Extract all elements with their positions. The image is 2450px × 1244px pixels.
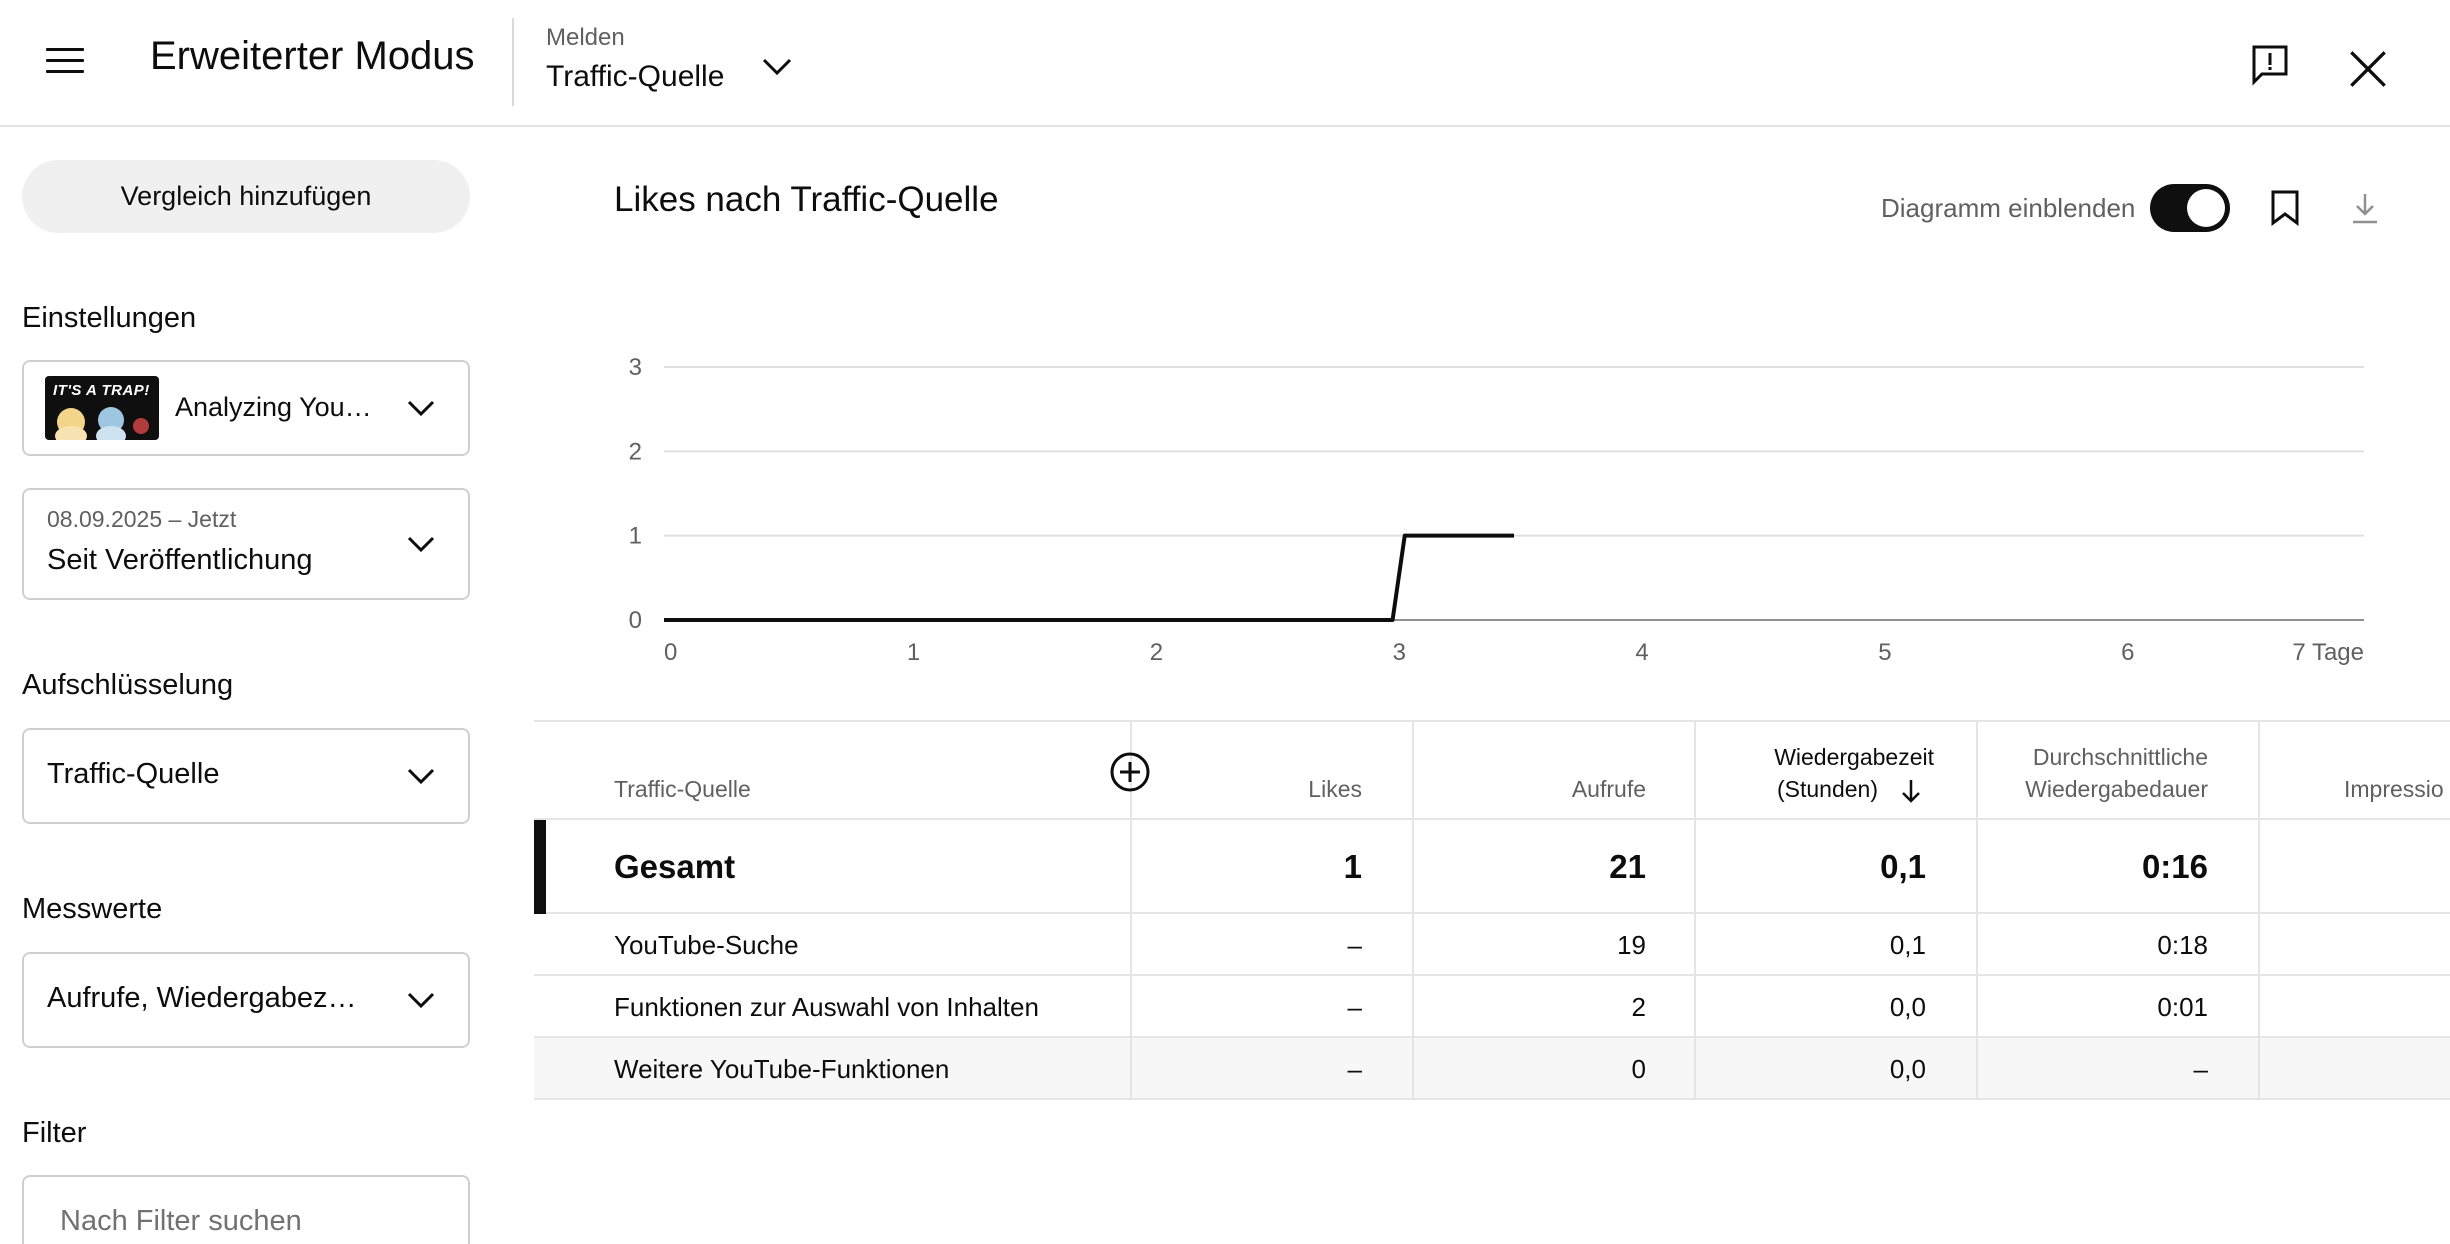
row-watch-time: 0,1 bbox=[1889, 930, 1926, 960]
row-average-view-duration: – bbox=[2193, 1054, 2208, 1084]
date-range-label: 08.09.2025 – Jetzt bbox=[47, 506, 237, 532]
row-views: 19 bbox=[1617, 930, 1646, 960]
series-line bbox=[664, 533, 1514, 622]
column-header-watch-time[interactable]: Wiedergabezeit (Stunden) bbox=[1696, 722, 1978, 818]
video-thumbnail: IT'S A TRAP! bbox=[45, 376, 159, 440]
x-tick-label: 7 Tage bbox=[2292, 639, 2364, 666]
filter-label: Filter bbox=[22, 1117, 87, 1149]
report-picker-value: Traffic-Quelle bbox=[546, 60, 725, 93]
row-views: 0 bbox=[1631, 1054, 1646, 1084]
toggle-knob bbox=[2187, 189, 2225, 227]
chart-title: Likes nach Traffic-Quelle bbox=[614, 180, 999, 219]
x-tick-label: 0 bbox=[664, 639, 677, 666]
report-picker-label: Melden bbox=[546, 24, 625, 51]
settings-label: Einstellungen bbox=[22, 302, 197, 334]
sidebar: Vergleich hinzufügen Einstellungen IT'S … bbox=[0, 127, 490, 1244]
y-tick-label: 2 bbox=[629, 438, 642, 465]
y-tick-label: 0 bbox=[629, 607, 642, 634]
row-average-view-duration: 0:01 bbox=[2157, 992, 2208, 1022]
table-header-row: Traffic-Quelle Likes Aufrufe Wiedergabez… bbox=[534, 720, 2450, 820]
breakdown-select-value: Traffic-Quelle bbox=[47, 758, 220, 790]
x-tick-label: 3 bbox=[1393, 639, 1406, 666]
video-select[interactable]: IT'S A TRAP! Analyzing You… bbox=[22, 360, 470, 456]
date-range-select[interactable]: 08.09.2025 – Jetzt Seit Veröffentlichung bbox=[22, 488, 470, 600]
metrics-select-value: Aufrufe, Wiedergabez… bbox=[47, 982, 357, 1014]
row-likes: – bbox=[1347, 992, 1362, 1022]
data-table: Traffic-Quelle Likes Aufrufe Wiedergabez… bbox=[534, 720, 2450, 1100]
breakdown-select[interactable]: Traffic-Quelle bbox=[22, 728, 470, 824]
close-icon[interactable] bbox=[2348, 48, 2388, 90]
page-title: Erweiterter Modus bbox=[150, 34, 475, 78]
column-header-views[interactable]: Aufrufe bbox=[1414, 722, 1696, 818]
x-tick-label: 1 bbox=[907, 639, 920, 666]
x-tick-label: 6 bbox=[2121, 639, 2134, 666]
bookmark-icon[interactable] bbox=[2270, 190, 2300, 226]
column-header-traffic-source[interactable]: Traffic-Quelle bbox=[534, 722, 1150, 818]
show-chart-toggle[interactable] bbox=[2150, 184, 2230, 232]
chevron-down-icon bbox=[407, 400, 435, 417]
date-range-value: Seit Veröffentlichung bbox=[47, 544, 313, 576]
add-comparison-button[interactable]: Vergleich hinzufügen bbox=[22, 160, 470, 233]
metrics-label: Messwerte bbox=[22, 893, 163, 925]
total-average-view-duration: 0:16 bbox=[2141, 848, 2208, 885]
metrics-select[interactable]: Aufrufe, Wiedergabez… bbox=[22, 952, 470, 1048]
menu-icon[interactable] bbox=[46, 44, 86, 76]
row-likes: – bbox=[1347, 1054, 1362, 1084]
table-row-total: Gesamt 1 21 0,1 0:16 7 bbox=[534, 820, 2450, 914]
add-column-icon[interactable] bbox=[1110, 752, 1150, 792]
total-watch-time: 0,1 bbox=[1880, 848, 1926, 885]
report-picker[interactable]: Melden Traffic-Quelle bbox=[546, 18, 806, 106]
total-row-marker bbox=[534, 820, 546, 914]
download-icon[interactable] bbox=[2351, 192, 2379, 224]
chevron-down-icon bbox=[762, 58, 792, 76]
row-average-view-duration: 0:18 bbox=[2157, 930, 2208, 960]
video-select-value: Analyzing You… bbox=[175, 392, 372, 422]
header-divider bbox=[512, 18, 514, 106]
total-views: 21 bbox=[1609, 848, 1646, 885]
column-header-likes[interactable]: Likes bbox=[1132, 722, 1414, 818]
x-tick-label: 5 bbox=[1878, 639, 1891, 666]
table-row[interactable]: YouTube-Suche – 19 0,1 0:18 bbox=[534, 914, 2450, 976]
column-header-impressions[interactable]: Impressio bbox=[2344, 776, 2444, 802]
row-watch-time: 0,0 bbox=[1889, 1054, 1926, 1084]
row-watch-time: 0,0 bbox=[1889, 992, 1926, 1022]
sort-down-icon[interactable] bbox=[1900, 778, 1922, 804]
row-views: 2 bbox=[1631, 992, 1646, 1022]
x-tick-label: 2 bbox=[1150, 639, 1163, 666]
row-label: Weitere YouTube-Funktionen bbox=[614, 1054, 950, 1084]
chevron-down-icon bbox=[407, 768, 435, 785]
likes-line-chart: 0 1 2 3 0 1 2 3 4 5 6 7 Tage bbox=[629, 354, 2364, 666]
show-chart-label: Diagramm einblenden bbox=[1881, 193, 2136, 223]
column-header-average-view-duration[interactable]: Durchschnittliche Wiedergabedauer bbox=[1978, 722, 2260, 818]
table-row[interactable]: Funktionen zur Auswahl von Inhalten – 2 … bbox=[534, 976, 2450, 1038]
filter-search-input[interactable] bbox=[22, 1175, 470, 1244]
y-tick-label: 1 bbox=[629, 523, 642, 550]
row-likes: – bbox=[1347, 930, 1362, 960]
row-label: YouTube-Suche bbox=[614, 930, 799, 960]
chevron-down-icon bbox=[407, 536, 435, 553]
table-row[interactable]: Weitere YouTube-Funktionen – 0 0,0 – bbox=[534, 1038, 2450, 1100]
y-tick-label: 3 bbox=[629, 354, 642, 381]
top-bar: Erweiterter Modus Melden Traffic-Quelle bbox=[0, 0, 2450, 127]
x-tick-label: 4 bbox=[1635, 639, 1648, 666]
feedback-icon[interactable] bbox=[2250, 44, 2290, 86]
total-label: Gesamt bbox=[614, 848, 736, 885]
row-label: Funktionen zur Auswahl von Inhalten bbox=[614, 992, 1039, 1022]
total-likes: 1 bbox=[1343, 848, 1362, 885]
breakdown-label: Aufschlüsselung bbox=[22, 669, 234, 701]
chevron-down-icon bbox=[407, 992, 435, 1009]
